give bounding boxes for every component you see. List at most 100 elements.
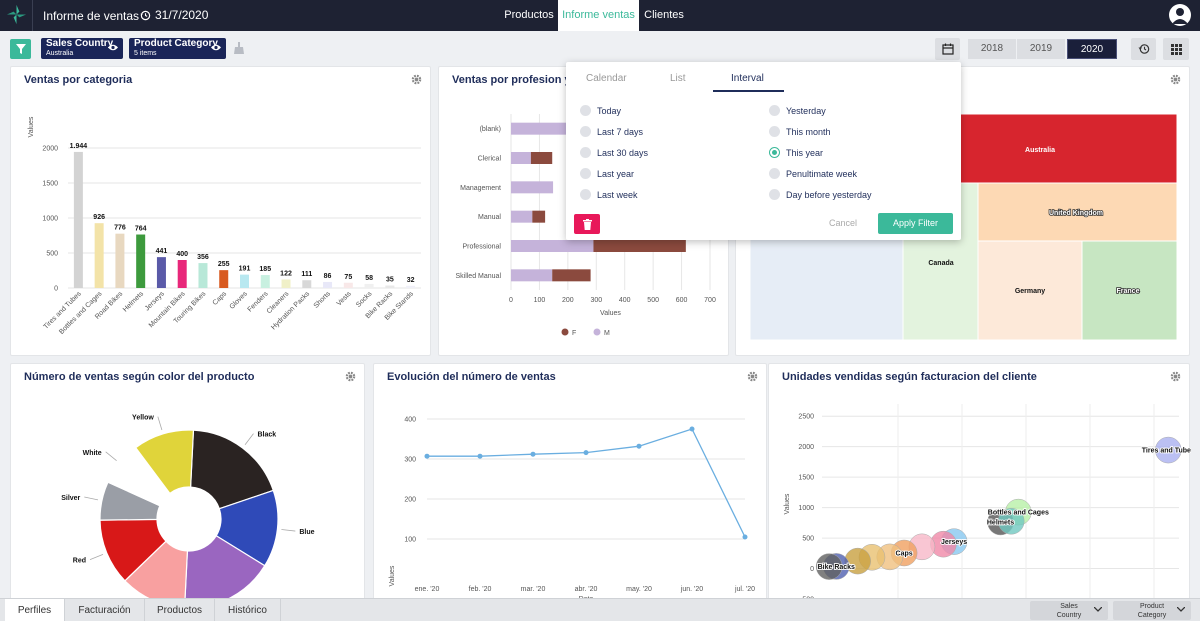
bar-value-label: 356 <box>197 254 209 261</box>
option-penultimate-week[interactable]: Penultimate week <box>769 168 857 179</box>
tab-facturacion[interactable]: Facturación <box>65 599 145 621</box>
y-tick-label: 0 <box>810 566 814 573</box>
popup-tab-interval[interactable]: Interval <box>731 73 764 84</box>
x-tick-label: 200 <box>562 297 574 304</box>
bar-value-label: 191 <box>239 266 251 273</box>
gear-icon[interactable] <box>1170 371 1181 382</box>
option-yesterday[interactable]: Yesterday <box>769 105 826 116</box>
y-tick-label: 1000 <box>798 505 814 512</box>
y-tick-label: 1500 <box>42 181 58 188</box>
tab-informe-ventas[interactable]: Informe ventas <box>558 0 639 31</box>
panel-title: Número de ventas según color del product… <box>24 371 255 383</box>
treemap-cell-germany[interactable] <box>977 240 1083 341</box>
y-tick-label: Manual <box>478 214 501 221</box>
x-tick-label: abr. '20 <box>575 586 598 593</box>
cancel-button[interactable]: Cancel <box>829 218 858 228</box>
bubble <box>1155 436 1182 464</box>
history-icon <box>1138 44 1149 54</box>
tab-productos[interactable]: Productos <box>504 9 554 21</box>
radio-button[interactable] <box>580 147 591 158</box>
data-point <box>477 453 483 459</box>
x-tick-label: Hydration Packs <box>270 290 311 331</box>
gear-icon[interactable] <box>411 74 422 85</box>
product-category-dropdown[interactable]: Product Category <box>1113 601 1191 620</box>
gear-icon[interactable] <box>747 371 758 382</box>
popup-tab-calendar[interactable]: Calendar <box>586 73 627 84</box>
option-this-month[interactable]: This month <box>769 126 831 137</box>
tab-clientes[interactable]: Clientes <box>644 9 684 21</box>
radio-button[interactable] <box>580 105 591 116</box>
gear-icon[interactable] <box>1170 74 1181 85</box>
data-point <box>742 534 748 540</box>
panel-title: Evolución del número de ventas <box>387 371 556 383</box>
radio-button-selected[interactable] <box>769 147 780 158</box>
gear-icon[interactable] <box>345 371 356 382</box>
chip-value: 5 items <box>134 50 157 57</box>
year-2020-button[interactable]: 2020 <box>1067 39 1117 59</box>
option-last-7-days[interactable]: Last 7 days <box>580 126 643 137</box>
slice-label: Yellow <box>132 415 154 422</box>
option-day-before-yesterday[interactable]: Day before yesterday <box>769 189 872 200</box>
option-label: Penultimate week <box>786 168 858 179</box>
sales-country-dropdown[interactable]: Sales Country <box>1030 601 1108 620</box>
dropdown-label: Category <box>1137 612 1167 619</box>
bar-segment <box>593 240 686 252</box>
legend-label: M <box>604 330 610 337</box>
delete-button[interactable] <box>574 214 600 234</box>
chevron-down-icon <box>1177 607 1185 612</box>
reset-button[interactable] <box>1131 38 1156 60</box>
eye-icon[interactable] <box>211 44 221 51</box>
calendar-button[interactable] <box>935 38 960 60</box>
pie-slice <box>189 429 275 510</box>
slice-label: Red <box>73 558 86 565</box>
option-today[interactable]: Today <box>580 105 621 116</box>
bar <box>260 275 270 288</box>
legend-marker <box>561 328 569 336</box>
filter-button[interactable] <box>10 39 31 59</box>
clear-filters-icon[interactable] <box>234 42 244 54</box>
bar-segment <box>511 152 531 164</box>
x-tick-label: Socks <box>355 290 374 309</box>
radio-button[interactable] <box>769 126 780 137</box>
radio-button[interactable] <box>580 189 591 200</box>
radio-button[interactable] <box>580 168 591 179</box>
popup-tab-list[interactable]: List <box>670 73 686 84</box>
option-last-30-days[interactable]: Last 30 days <box>580 147 648 158</box>
apply-filter-button[interactable]: Apply Filter <box>878 213 953 234</box>
bar-segment <box>532 210 546 223</box>
x-tick-label: 300 <box>590 297 602 304</box>
radio-button[interactable] <box>580 126 591 137</box>
bar <box>136 234 146 288</box>
tab-productos[interactable]: Productos <box>145 599 215 621</box>
option-label: Last 30 days <box>597 147 649 158</box>
tab-perfiles[interactable]: Perfiles <box>5 599 65 621</box>
apps-grid-button[interactable] <box>1163 38 1189 60</box>
tab-historico[interactable]: Histórico <box>215 599 281 621</box>
y-tick-label: 500 <box>802 536 814 543</box>
option-last-week[interactable]: Last week <box>580 189 638 200</box>
user-avatar-icon[interactable] <box>1169 4 1191 26</box>
slice-label: White <box>83 450 102 457</box>
leader-line <box>244 433 254 446</box>
leader-line <box>157 416 163 431</box>
treemap-cell-united-kingdom[interactable] <box>977 182 1178 242</box>
bar-value-label: 441 <box>156 248 168 255</box>
x-tick-label: ene. '20 <box>415 586 440 593</box>
radio-button[interactable] <box>769 168 780 179</box>
treemap-cell-france[interactable] <box>1081 240 1178 341</box>
filter-chip-sales-country[interactable]: Sales Country Australia <box>41 38 123 59</box>
year-2018-button[interactable]: 2018 <box>968 39 1016 59</box>
radio-button[interactable] <box>769 189 780 200</box>
option-this-year[interactable]: This year <box>769 147 823 158</box>
x-tick-label: 500 <box>647 297 659 304</box>
app-logo-icon[interactable] <box>5 3 28 26</box>
report-date[interactable]: 31/7/2020 <box>140 8 208 22</box>
eye-icon[interactable] <box>108 44 118 51</box>
radio-button[interactable] <box>769 105 780 116</box>
slice-label: Black <box>257 432 276 439</box>
bar <box>302 280 312 288</box>
year-2019-button[interactable]: 2019 <box>1017 39 1065 59</box>
filter-chip-product-category[interactable]: Product Category 5 items <box>129 38 226 59</box>
option-last-year[interactable]: Last year <box>580 168 634 179</box>
bar <box>385 285 395 288</box>
